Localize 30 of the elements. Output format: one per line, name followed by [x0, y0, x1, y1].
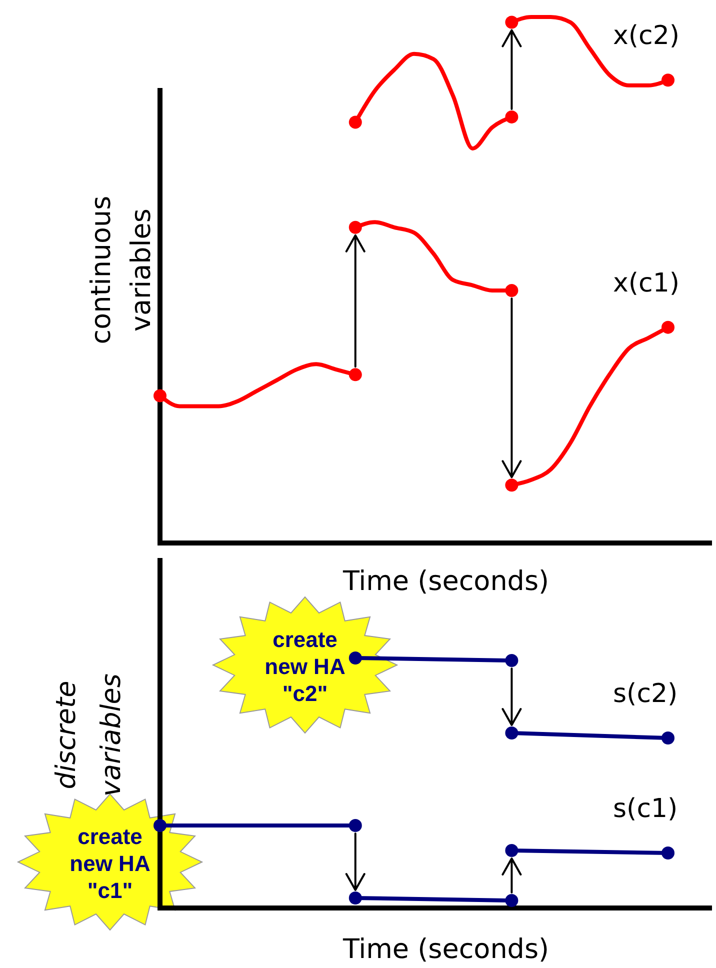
point [505, 16, 518, 29]
series-label: s(c1) [613, 794, 678, 824]
point [348, 819, 362, 832]
x-axis-title: Time (seconds) [342, 566, 550, 597]
point [348, 368, 362, 382]
annotation: create new HA "c1" [70, 824, 150, 903]
point [662, 320, 674, 334]
point [505, 726, 518, 740]
point [505, 654, 518, 667]
y-axis-title: continuous variables [86, 196, 157, 344]
point [662, 732, 674, 744]
y-axis-title: discrete variables [51, 674, 127, 796]
series-label: x(c2) [613, 21, 680, 52]
x-axis-title: Time (seconds) [342, 934, 550, 965]
annotation: create new HA "c2" [264, 627, 346, 706]
series-label: x(c1) [613, 268, 680, 298]
series-label: s(c2) [613, 679, 678, 709]
point [505, 284, 518, 298]
point [154, 389, 166, 402]
point [662, 846, 674, 860]
point [662, 74, 674, 87]
point [154, 819, 166, 832]
point [505, 894, 518, 907]
point [348, 220, 362, 234]
point [348, 116, 362, 129]
point [505, 844, 518, 857]
point [348, 892, 362, 904]
point [505, 110, 518, 124]
point [348, 652, 362, 664]
point [505, 478, 518, 492]
